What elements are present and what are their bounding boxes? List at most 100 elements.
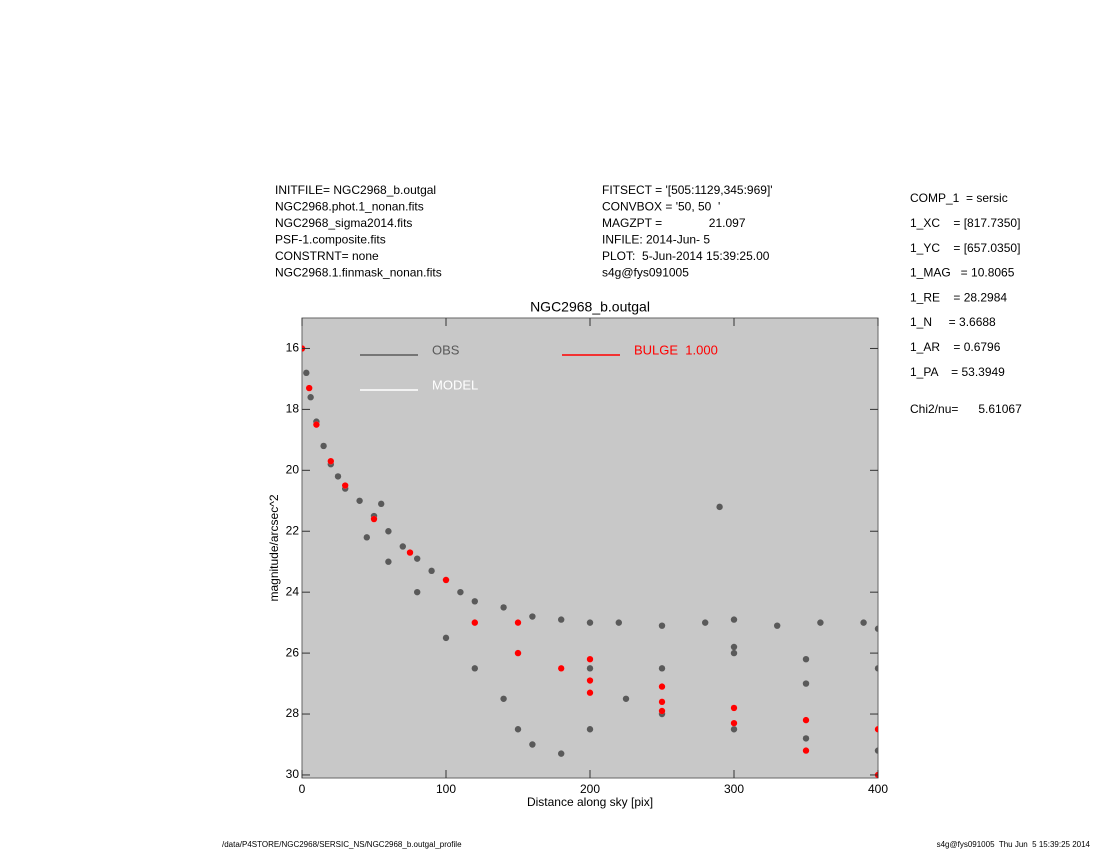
data-point bbox=[586, 689, 594, 696]
component-param: 1_N = 3.6688 bbox=[910, 315, 996, 329]
data-point bbox=[586, 619, 594, 626]
data-point bbox=[558, 665, 565, 672]
data-point bbox=[342, 482, 349, 489]
data-point bbox=[514, 726, 522, 733]
data-point bbox=[817, 619, 824, 626]
header-line: INFILE: 2014-Jun- 5 bbox=[602, 233, 710, 247]
plot-points bbox=[302, 345, 878, 778]
data-point bbox=[500, 604, 507, 611]
data-point bbox=[874, 726, 878, 733]
data-point bbox=[730, 726, 738, 733]
data-point bbox=[730, 649, 738, 657]
plot-area bbox=[301, 317, 879, 779]
header-line: NGC2968_sigma2014.fits bbox=[275, 216, 412, 230]
data-point bbox=[457, 588, 464, 596]
data-point bbox=[303, 369, 310, 377]
legend-label: BULGE 1.000 bbox=[634, 342, 718, 357]
data-point bbox=[442, 634, 450, 642]
data-point bbox=[370, 515, 378, 523]
data-point bbox=[716, 503, 723, 511]
header-line: CONSTRNT= none bbox=[275, 249, 379, 263]
data-point bbox=[385, 528, 392, 535]
data-point bbox=[327, 457, 334, 465]
y-tick-label: 26 bbox=[286, 645, 300, 659]
data-point bbox=[730, 704, 738, 712]
data-point bbox=[558, 750, 565, 757]
footer-stamp: s4g@fys091005 Thu Jun 5 15:39:25 2014 bbox=[937, 840, 1091, 849]
data-point bbox=[586, 655, 594, 663]
data-point bbox=[658, 665, 666, 672]
component-param: 1_PA = 53.3949 bbox=[910, 365, 1005, 379]
data-point bbox=[306, 384, 313, 392]
data-point bbox=[774, 622, 781, 629]
data-point bbox=[622, 695, 630, 702]
x-tick-label: 0 bbox=[299, 782, 306, 796]
x-tick-label: 200 bbox=[580, 782, 600, 796]
data-point bbox=[702, 619, 709, 626]
y-tick-label: 18 bbox=[286, 402, 300, 416]
component-param: 1_RE = 28.2984 bbox=[910, 290, 1007, 304]
data-point bbox=[442, 576, 450, 584]
data-point bbox=[313, 421, 320, 428]
data-point bbox=[471, 619, 478, 626]
x-tick-label: 100 bbox=[436, 782, 456, 796]
header-line: NGC2968.1.finmask_nonan.fits bbox=[275, 266, 442, 280]
data-point bbox=[558, 616, 565, 623]
data-point bbox=[658, 698, 666, 706]
data-point bbox=[471, 598, 478, 605]
header-line: MAGZPT = 21.097 bbox=[602, 216, 746, 230]
data-point bbox=[529, 741, 536, 748]
data-point bbox=[428, 567, 435, 575]
data-point bbox=[802, 747, 810, 754]
header-line: s4g@fys091005 bbox=[602, 266, 689, 280]
y-tick-label: 22 bbox=[286, 523, 300, 537]
y-tick-label: 30 bbox=[286, 767, 300, 781]
data-point bbox=[860, 619, 867, 626]
data-point bbox=[378, 500, 385, 508]
data-point bbox=[414, 555, 421, 562]
component-param: 1_MAG = 10.8065 bbox=[910, 266, 1015, 280]
data-point bbox=[730, 719, 738, 727]
header-line: NGC2968.phot.1_nonan.fits bbox=[275, 200, 424, 214]
legend-label: MODEL bbox=[432, 377, 478, 392]
data-point bbox=[802, 680, 810, 687]
header-line: PSF-1.composite.fits bbox=[275, 233, 386, 247]
y-tick-label: 16 bbox=[286, 341, 300, 355]
data-point bbox=[658, 707, 666, 715]
y-tick-label: 28 bbox=[286, 706, 300, 720]
data-point bbox=[385, 558, 392, 565]
data-point bbox=[307, 394, 314, 401]
data-point bbox=[802, 716, 810, 724]
data-point bbox=[399, 543, 406, 550]
data-point bbox=[471, 665, 478, 672]
data-point bbox=[529, 613, 536, 620]
data-point bbox=[802, 655, 810, 663]
data-point bbox=[334, 473, 342, 480]
data-point bbox=[363, 534, 370, 541]
data-point bbox=[730, 616, 738, 623]
data-point bbox=[320, 442, 327, 450]
header-line: PLOT: 5-Jun-2014 15:39:25.00 bbox=[602, 249, 770, 263]
data-point bbox=[514, 649, 522, 657]
header-line: INITFILE= NGC2968_b.outgal bbox=[275, 183, 436, 197]
data-point bbox=[414, 588, 421, 596]
component-param: 1_XC = [817.7350] bbox=[910, 216, 1020, 230]
data-point bbox=[586, 677, 594, 684]
data-point bbox=[874, 625, 878, 632]
component-param: 1_YC = [657.0350] bbox=[910, 241, 1020, 255]
x-axis-label: Distance along sky [pix] bbox=[527, 795, 653, 809]
x-tick-label: 400 bbox=[868, 782, 888, 796]
y-axis-label: magnitude/arcsec^2 bbox=[267, 494, 281, 601]
header-line: CONVBOX = '50, 50 ' bbox=[602, 200, 720, 214]
data-point bbox=[874, 665, 878, 672]
y-tick-label: 20 bbox=[286, 462, 300, 476]
data-point bbox=[615, 619, 622, 626]
footer-path: /data/P4STORE/NGC2968/SERSIC_NS/NGC2968_… bbox=[222, 840, 462, 849]
x-tick-label: 300 bbox=[724, 782, 744, 796]
data-point bbox=[802, 735, 810, 742]
legend-label: OBS bbox=[432, 342, 460, 357]
component-param: 1_AR = 0.6796 bbox=[910, 340, 1001, 354]
data-point bbox=[658, 622, 666, 629]
header-line: FITSECT = '[505:1129,345:969]' bbox=[602, 183, 773, 197]
